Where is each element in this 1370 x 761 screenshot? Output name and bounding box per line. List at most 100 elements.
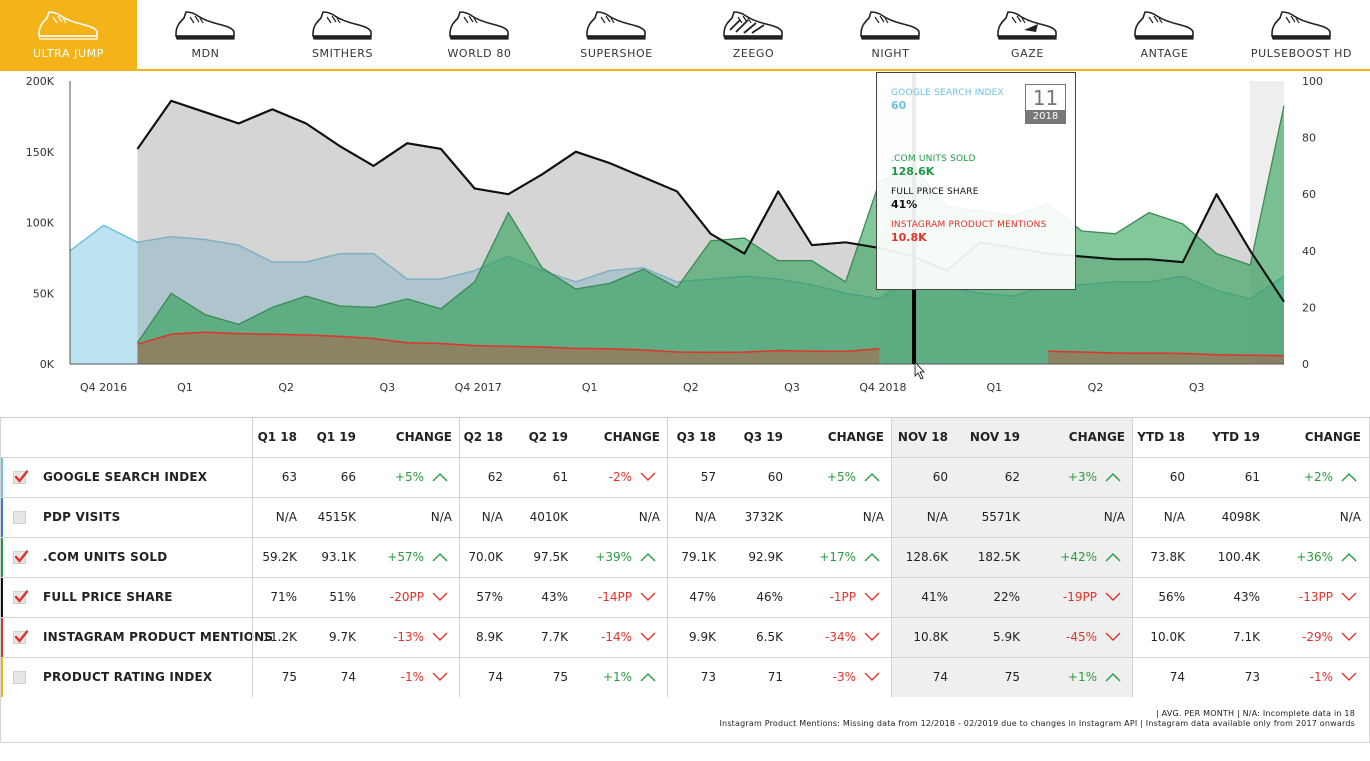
series-toggle-checkbox[interactable] [13,511,26,524]
instagram-product-mentions-point [339,335,341,337]
chevron-up-icon [640,673,656,682]
change-value: -45% [1065,630,1097,644]
trend-chart[interactable]: 0K 50K 100K 150K 200K 0 20 40 60 80 100 Q4 2016 Q1 Q2… [0,72,1370,412]
com-units-sold-point [743,237,745,239]
change-value: -13PP [1298,590,1333,604]
sneaker-night-icon [860,11,920,40]
chart-tooltip: 11 2018 GOOGLE SEARCH INDEX 60 .COM UNIT… [876,72,1076,290]
metric-value: 22% [993,590,1020,604]
chevron-down-icon [1341,632,1357,641]
product-tab-supershoe[interactable]: SUPERSHOE [548,0,685,69]
com-units-sold-area [137,105,1284,364]
sneaker-pulseboost-hd-icon [1271,11,1331,40]
metric-value: 74 [487,670,503,684]
instagram-product-mentions-point [642,349,644,351]
com-units-sold-line [136,105,1285,344]
metric-value: 71 [767,670,783,684]
tooltip-units-value: 128.6K [891,165,935,178]
metric-value: 73 [700,670,716,684]
product-tab-mdn[interactable]: MDN [137,0,274,69]
y-right-tick-label: 40 [1302,245,1316,258]
table-row: PDP VISITS N/A 4515K N/A N/A 4010K N/A N/A 3732K… [0,497,1370,537]
product-tab-zeego[interactable]: ZEEGO [685,0,822,69]
y-left-tick-label: 200K [26,75,55,88]
google-search-index-point [103,224,105,226]
instagram-product-mentions-point [1215,354,1217,356]
com-units-sold-point [608,282,610,284]
change-value: -20PP [389,590,424,604]
sneaker-ultra-jump-icon [38,11,98,40]
change-value: N/A [1103,510,1125,524]
chevron-down-icon [640,592,656,601]
metric-value: 128.6K [905,550,948,564]
footnote-avg: | AVG. PER MONTH | N/A: Incomplete data … [1156,709,1355,718]
metric-value: 7.7K [541,630,568,644]
product-tab-smithers[interactable]: SMITHERS [274,0,411,69]
change-value: +36% [1296,550,1333,564]
product-tab-antage[interactable]: ANTAGE [1096,0,1233,69]
metric-value: 56% [1158,590,1185,604]
table-row: GOOGLE SEARCH INDEX 63 66 +5% 62 61 -2% 57 60 +5%… [0,457,1370,497]
column-divider [252,418,253,697]
metric-value: 57 [700,470,716,484]
instagram-product-mentions-area [137,332,880,364]
x-tick-label: Q4 2016 [80,381,127,394]
metric-value: 75 [552,670,568,684]
instagram-product-mentions-point [878,348,880,350]
com-units-sold-point [541,267,543,269]
instagram-product-mentions-point [237,332,239,334]
sneaker-gaze-icon [997,11,1057,40]
x-tick-label: Q2 [683,381,699,394]
change-value: -29% [1301,630,1333,644]
metric-value: 9.7K [329,630,356,644]
series-toggle-checkbox[interactable] [13,630,28,644]
metric-value: 182.5K [977,550,1020,564]
com-units-sold-point [777,260,779,262]
chevron-down-icon [432,672,448,681]
com-units-sold-point [440,308,442,310]
trend-chart-svg[interactable]: 0K 50K 100K 150K 200K 0 20 40 60 80 100 Q4 2016 Q1 Q2… [0,72,1370,412]
metric-value: 75 [1004,670,1020,684]
product-tab-night[interactable]: NIGHT [822,0,959,69]
change-value: -1% [1309,670,1333,684]
metric-value: 60 [932,470,948,484]
product-tab-label: SMITHERS [311,47,374,60]
series-toggle-checkbox[interactable] [13,671,26,684]
metric-name: .COM UNITS SOLD [43,550,168,564]
com-units-sold-point [271,306,273,308]
metric-name: INSTAGRAM PRODUCT MENTIONS [43,630,274,644]
product-tab-gaze[interactable]: GAZE [959,0,1096,69]
y-left-tick-label: 50K [33,287,55,300]
product-tab-pulseboost-hd[interactable]: PULSEBOOST HD [1233,0,1370,69]
x-tick-label: Q1 [582,381,598,394]
instagram-product-mentions-point [676,351,678,353]
product-tab-label: SUPERSHOE [580,47,653,60]
metric-value: 4515K [317,510,356,524]
change-value: -14PP [597,590,632,604]
metric-value: 8.9K [476,630,503,644]
chevron-up-icon [640,553,656,562]
chevron-down-icon [1341,592,1357,601]
metric-value: 11.2K [262,630,297,644]
change-value: N/A [862,510,884,524]
column-header: CHANGE [827,430,884,444]
instagram-product-mentions-point [406,342,408,344]
instagram-product-mentions-point [608,348,610,350]
series-toggle-checkbox[interactable] [13,590,28,604]
com-units-sold-point [575,288,577,290]
change-value: -13% [392,630,424,644]
chevron-down-icon [432,592,448,601]
chevron-down-icon [1105,592,1121,601]
instagram-product-mentions-point [1283,354,1285,356]
series-toggle-checkbox[interactable] [13,470,28,484]
chevron-up-icon [1105,473,1121,482]
product-tab-world-80[interactable]: WORLD 80 [411,0,548,69]
x-tick-label: Q4 2018 [859,381,906,394]
tooltip-year: 2018 [1026,110,1065,123]
tooltip-day: 11 [1032,86,1059,110]
com-units-sold-series [136,105,1285,364]
series-toggle-checkbox[interactable] [13,550,28,564]
x-tick-label: Q3 [784,381,800,394]
instagram-product-mentions-line [137,331,880,354]
product-tab-ultra-jump[interactable]: ULTRA JUMP [0,0,137,69]
